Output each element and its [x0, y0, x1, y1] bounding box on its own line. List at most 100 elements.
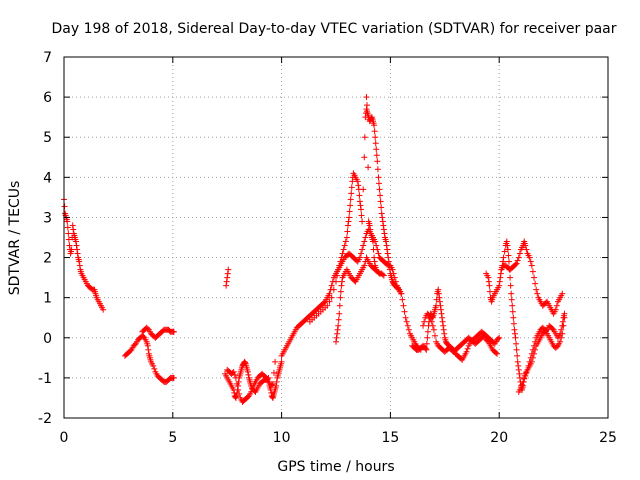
data-point: [346, 214, 353, 221]
data-point: [534, 332, 541, 339]
data-point: [146, 328, 153, 335]
data-point: [534, 290, 541, 297]
data-point: [371, 258, 378, 265]
data-point: [515, 254, 522, 261]
data-point: [500, 258, 507, 265]
data-point: [231, 371, 238, 378]
data-point: [276, 364, 283, 371]
x-tick-label: 0: [60, 430, 69, 446]
data-point: [522, 372, 529, 379]
data-point: [486, 288, 493, 295]
data-point: [511, 330, 518, 337]
data-point: [323, 296, 330, 303]
data-point: [131, 341, 138, 348]
data-point: [337, 288, 344, 295]
data-point: [223, 282, 230, 289]
data-point: [334, 330, 341, 337]
data-point: [424, 334, 431, 341]
data-point: [373, 152, 380, 159]
data-point: [437, 302, 444, 309]
data-point: [558, 326, 565, 333]
data-point: [328, 282, 335, 289]
data-point: [336, 302, 343, 309]
grid: [63, 56, 609, 419]
y-tick-label: -1: [38, 371, 52, 387]
data-point: [61, 203, 68, 210]
data-point: [309, 316, 316, 323]
data-point: [334, 326, 341, 333]
data-point: [270, 392, 277, 399]
data-point: [255, 382, 262, 389]
data-point: [495, 335, 502, 342]
data-point: [369, 116, 376, 123]
x-tick-labels: 0 5 10 15 20 25: [60, 430, 617, 446]
data-point: [339, 250, 346, 257]
data-point: [233, 380, 240, 387]
data-point: [64, 224, 71, 231]
data-point: [360, 242, 367, 249]
data-point: [558, 292, 565, 299]
data-point: [559, 318, 566, 325]
data-point: [144, 340, 151, 347]
data-point: [355, 272, 362, 279]
data-point: [560, 322, 567, 329]
data-point: [367, 226, 374, 233]
data-point: [75, 256, 82, 263]
data-point: [556, 340, 563, 347]
data-point: [504, 246, 511, 253]
data-point: [512, 261, 519, 268]
data-point: [355, 256, 362, 263]
data-point: [439, 314, 446, 321]
data-point: [507, 282, 514, 289]
data-point: [347, 202, 354, 209]
data-point: [281, 346, 288, 353]
data-point: [262, 373, 269, 380]
data-point: [142, 336, 149, 343]
data-point: [460, 354, 467, 361]
x-tick-label: 5: [168, 430, 177, 446]
data-point: [326, 298, 333, 305]
data-point: [93, 292, 100, 299]
data-point: [359, 246, 366, 253]
data-point: [528, 350, 535, 357]
data-point: [529, 268, 536, 275]
data-point: [558, 334, 565, 341]
data-point: [437, 306, 444, 313]
data-point: [427, 315, 434, 322]
data-point: [76, 262, 83, 269]
data-point: [532, 338, 539, 345]
data-point: [364, 102, 371, 109]
data-point: [70, 226, 77, 233]
data-point: [358, 250, 365, 257]
data-point: [140, 333, 147, 340]
data-point: [513, 260, 520, 267]
data-point: [268, 381, 275, 388]
data-point: [345, 218, 352, 225]
data-point: [247, 390, 254, 397]
data-point: [527, 258, 534, 265]
axis-ticks: [63, 56, 609, 419]
data-point: [251, 380, 258, 387]
data-point: [272, 358, 279, 365]
data-point: [525, 362, 532, 369]
data-point: [496, 334, 503, 341]
data-point: [288, 334, 295, 341]
data-point: [512, 334, 519, 341]
data-point: [540, 325, 547, 332]
data-point: [515, 366, 522, 373]
data-point: [244, 393, 251, 400]
data-point: [378, 204, 385, 211]
data-point: [369, 236, 376, 243]
data-point: [335, 322, 342, 329]
data-point: [365, 164, 372, 171]
data-point: [346, 208, 353, 215]
data-point: [492, 288, 499, 295]
data-point: [292, 326, 299, 333]
chart-title: Day 198 of 2018, Sidereal Day-to-day VTE…: [51, 21, 616, 37]
data-point: [356, 192, 363, 199]
data-point: [505, 252, 512, 259]
data-point: [545, 332, 552, 339]
data-point: [129, 344, 136, 351]
data-point: [232, 393, 239, 400]
